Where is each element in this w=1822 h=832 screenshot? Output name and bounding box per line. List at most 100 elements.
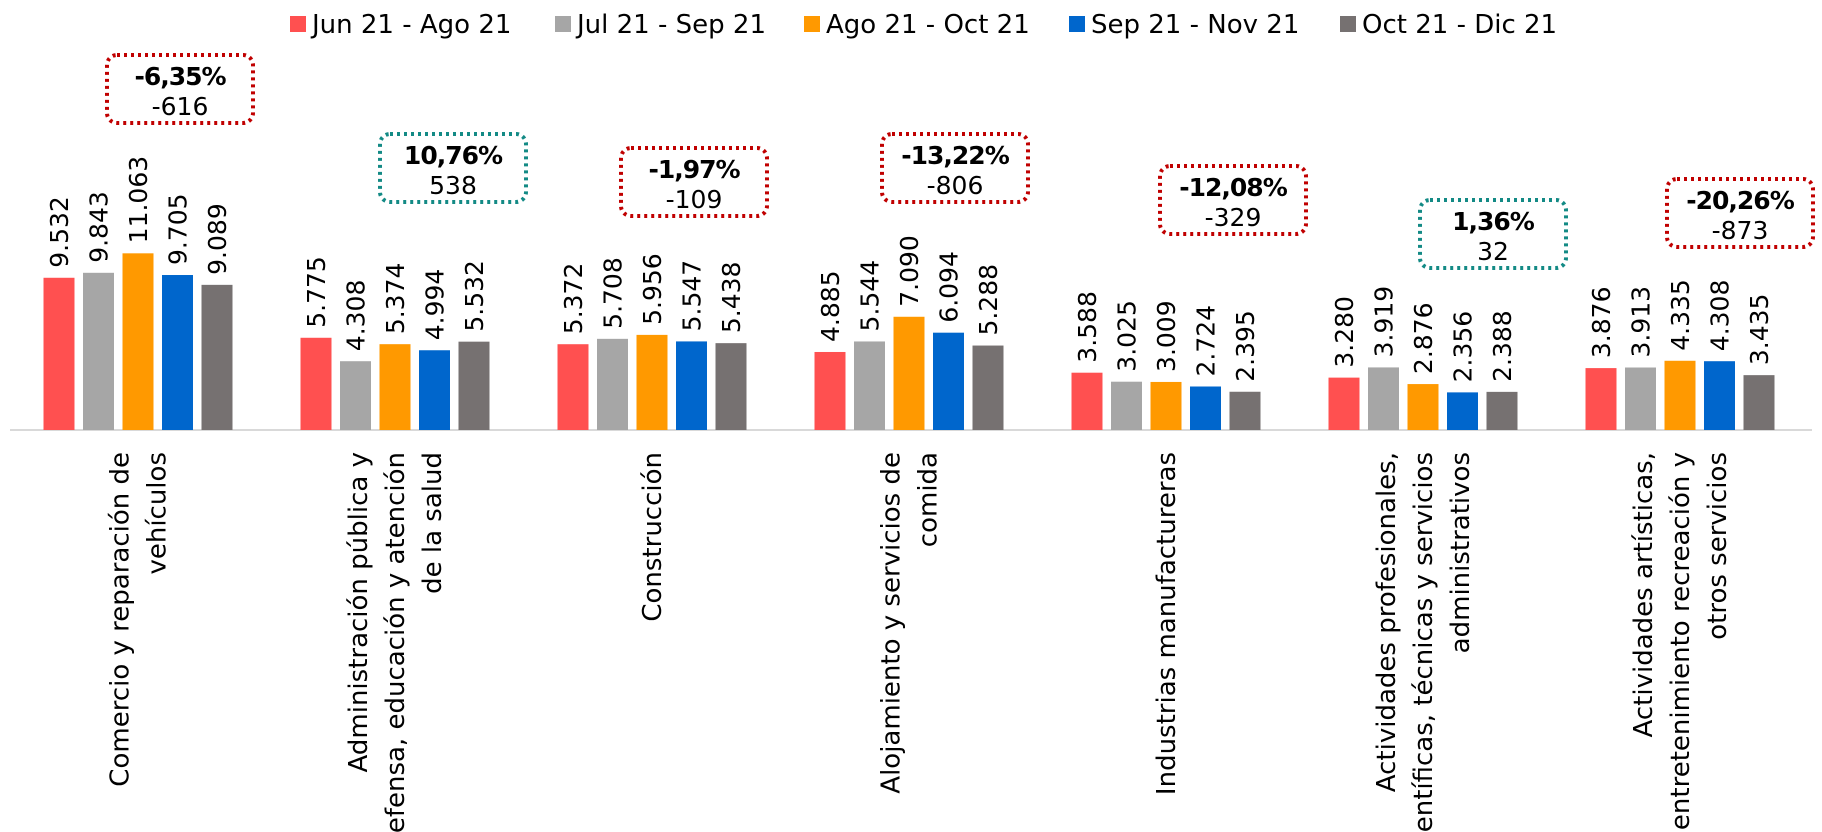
annotation-change: 1,36% [1452,207,1535,236]
annotation-change: -13,22% [901,141,1009,170]
annotation-change: -6,35% [134,62,226,91]
bar [1585,368,1617,430]
value-label: 2.876 [1409,302,1438,374]
value-label: 4.308 [1706,280,1735,352]
bar [162,275,193,430]
value-label: 9.532 [45,196,74,268]
value-label: 5.372 [559,263,588,335]
annotation-box [619,146,769,218]
legend-label: Oct 21 - Dic 21 [1362,10,1557,40]
bar [201,284,233,430]
value-label: 3.280 [1330,296,1359,368]
value-label: 4.335 [1666,279,1695,351]
value-label: 3.435 [1745,294,1774,366]
value-label: 2.395 [1231,310,1260,382]
legend-label: Jul 21 - Sep 21 [575,10,766,40]
bar [814,351,846,430]
annotation-box [1665,177,1815,249]
bar [1229,391,1261,430]
bar [893,316,925,430]
value-label: 2.356 [1449,311,1478,383]
value-label: 7.090 [895,235,924,307]
bar [1368,367,1399,430]
legend-swatch [555,16,571,32]
bar [1486,391,1518,430]
value-label: 3.025 [1113,300,1142,372]
legend-label: Jun 21 - Ago 21 [310,10,511,40]
bar [636,334,668,430]
annotation-diff: -329 [1205,203,1262,232]
legend-swatch [290,16,306,32]
bar [1704,361,1735,430]
value-label: 3.588 [1073,291,1102,363]
category-label: Comercio y reparación de vehículos [106,452,173,787]
bar [1743,375,1775,430]
bar [972,345,1004,430]
category-label: Administración pública y defensa, educaci… [344,452,448,832]
value-label: 5.956 [638,253,667,325]
bar [122,253,154,430]
bar [419,350,450,430]
value-label: 5.288 [974,264,1003,336]
value-label: 5.708 [599,257,628,329]
value-label: 4.994 [421,269,450,341]
annotation-diff: -806 [927,171,984,200]
value-label: 9.705 [164,193,193,265]
bar [676,341,707,430]
bar [1625,367,1656,430]
value-label: 3.919 [1370,286,1399,358]
bar [1447,392,1478,430]
value-label: 5.438 [717,262,746,334]
value-label: 9.089 [203,203,232,275]
bar [557,344,589,430]
bar [458,341,490,430]
annotation-diff: 32 [1477,237,1509,266]
value-label: 5.775 [302,256,331,328]
annotation-box [105,53,255,125]
bar [1190,386,1221,430]
annotation-diff: -616 [152,92,209,121]
bar [1328,377,1360,430]
value-label: 4.308 [342,280,371,352]
value-label: 3.009 [1152,300,1181,372]
annotation-box [1158,164,1308,236]
value-label: 6.094 [935,251,964,323]
legend-swatch [1069,16,1085,32]
value-label: 9.843 [85,191,114,263]
value-label: 4.885 [816,270,845,342]
bar [340,361,371,430]
annotation-diff: -109 [666,185,723,214]
category-label: Actividades profesionales, científicas, t… [1372,452,1476,832]
bar [933,332,964,430]
bar [1111,381,1142,430]
bar [83,272,114,430]
bar [854,341,885,430]
bar [1407,384,1439,430]
bar [300,337,332,430]
annotation-change: -1,97% [648,155,740,184]
category-label: Industrias manufactureras [1152,452,1182,795]
annotation-change: -20,26% [1686,186,1794,215]
value-label: 3.876 [1587,287,1616,359]
legend-swatch [1340,16,1356,32]
value-label: 5.532 [460,260,489,332]
bar [715,343,747,430]
value-label: 5.547 [678,260,707,332]
bar [597,338,628,430]
category-label: Alojamiento y servicios de comida [877,452,944,794]
bar [1071,372,1103,430]
bar [1150,381,1182,430]
annotation-change: -12,08% [1179,173,1287,202]
category-label: Actividades artísticas, entretenimiento r… [1629,452,1733,830]
category-label: Construcción [638,452,668,622]
value-label: 5.544 [856,260,885,332]
bar [43,277,75,430]
legend-label: Ago 21 - Oct 21 [826,10,1030,40]
annotation-diff: -873 [1712,216,1769,245]
legend-swatch [804,16,820,32]
value-label: 11.063 [124,156,153,243]
annotation-diff: 538 [429,171,477,200]
value-label: 2.724 [1192,305,1221,377]
annotation-change: 10,76% [404,141,503,170]
legend-label: Sep 21 - Nov 21 [1091,10,1299,40]
